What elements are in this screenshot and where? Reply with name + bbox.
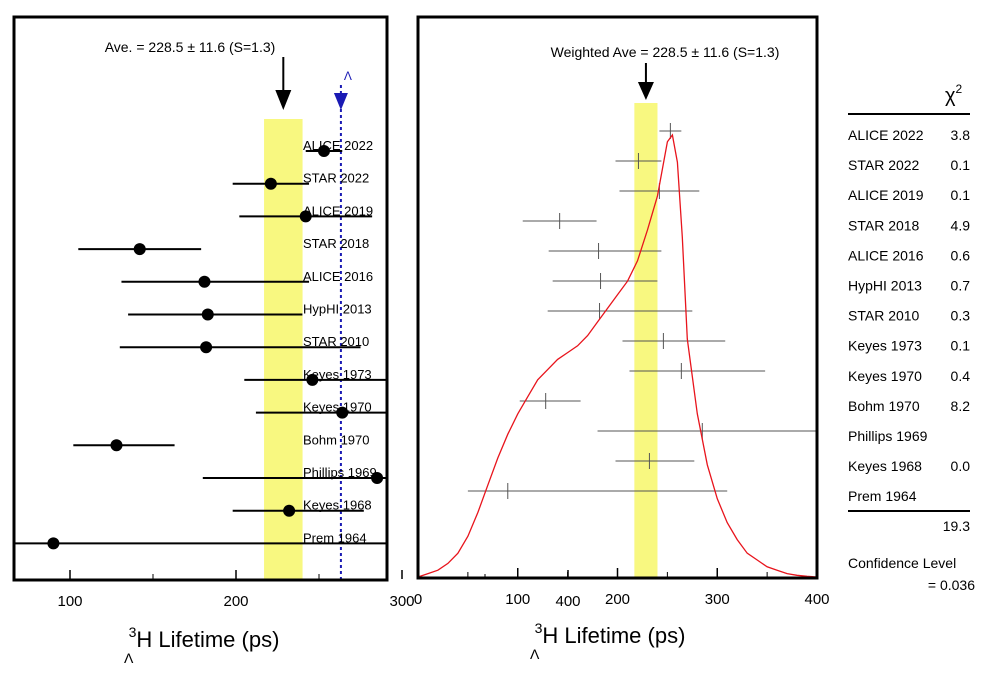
chi2-row-label-1: STAR 2022 (848, 157, 920, 173)
left-frame (12, 15, 389, 582)
point-label-4: ALICE 2016 (303, 269, 373, 284)
weighted-average-annotation: Weighted Ave = 228.5 ± 11.6 (S=1.3) (551, 44, 780, 60)
ideogram-curve (417, 133, 818, 578)
right-tick-label-400: 400 (804, 591, 829, 608)
chi2-rows: ALICE 2022 3.8 STAR 2022 0.1 ALICE 2019 0.1 ST… (848, 127, 970, 504)
chi2-row-label-2: ALICE 2019 (848, 187, 924, 203)
right-tick-label-0: 0 (414, 591, 422, 608)
chi2-row-label-10: Phillips 1969 (848, 428, 928, 444)
chi2-row-value-8: 0.4 (951, 368, 971, 384)
point-label-11: Keyes 1968 (303, 498, 372, 513)
chi2-total: 19.3 (943, 518, 970, 534)
point-label-12: Prem 1964 (303, 530, 367, 545)
chi2-row-label-7: Keyes 1973 (848, 338, 922, 354)
chi2-header: χ2 (945, 82, 963, 107)
average-arrow-head (275, 90, 292, 110)
right-x-axis-label: 3H Lifetime (ps) (535, 620, 686, 648)
point-label-8: Keyes 1970 (303, 400, 372, 415)
right-x-ticks: 0 100 200 300 400 (414, 568, 830, 608)
chi2-row-label-6: STAR 2010 (848, 308, 920, 324)
point-5 (201, 308, 214, 321)
right-panel: 0 100 200 300 400 Weighted Ave = 228.5 ± 11.… (414, 15, 830, 662)
point-3 (133, 243, 146, 256)
confidence-label: Confidence Level (848, 555, 956, 571)
left-x-axis-label-sub: Λ (124, 650, 134, 666)
measurement-points (14, 145, 387, 550)
chi2-row-value-2: 0.1 (951, 187, 971, 203)
right-x-axis-label-sub: Λ (530, 646, 540, 662)
point-label-1: STAR 2022 (303, 171, 369, 186)
point-label-10: Phillips 1969 (303, 465, 377, 480)
confidence-value: = 0.036 (928, 577, 975, 593)
point-4 (198, 275, 211, 288)
chi2-row-value-3: 4.9 (951, 217, 971, 233)
lambda-marker-label: Λ (344, 69, 352, 83)
chi2-row-label-3: STAR 2018 (848, 217, 920, 233)
chi2-row-value-7: 0.1 (951, 338, 971, 354)
chi2-row-value-11: 0.0 (951, 458, 971, 474)
chi2-row-label-8: Keyes 1970 (848, 368, 922, 384)
point-6 (200, 341, 213, 354)
right-tick-label-100: 100 (505, 591, 530, 608)
measurement-labels: ALICE 2022 STAR 2022 ALICE 2019 STAR 2018 AL… (303, 138, 377, 545)
right-tick-label-200: 200 (605, 591, 630, 608)
chi2-row-value-6: 0.3 (951, 308, 971, 324)
left-tick-label-100: 100 (57, 593, 82, 610)
average-band (264, 119, 303, 579)
chi2-row-label-0: ALICE 2022 (848, 127, 924, 143)
chi2-row-label-11: Keyes 1968 (848, 458, 922, 474)
chi2-table: χ2 ALICE 2022 3.8 STAR 2022 0.1 ALICE 2019 0.… (848, 82, 975, 593)
point-2 (299, 210, 312, 223)
point-label-3: STAR 2018 (303, 236, 369, 251)
point-label-9: Bohm 1970 (303, 432, 370, 447)
point-7 (306, 373, 319, 386)
right-tick-label-300: 300 (705, 591, 730, 608)
chi2-row-value-1: 0.1 (951, 157, 971, 173)
left-panel: ALICE 2022 STAR 2022 ALICE 2019 STAR 2018 AL… (12, 15, 581, 666)
point-label-5: HypHI 2013 (303, 302, 372, 317)
point-11 (283, 504, 296, 517)
left-x-ticks: 100 200 300 400 (57, 570, 581, 610)
ideogram-error-bars (467, 123, 817, 499)
left-tick-label-300: 300 (389, 593, 414, 610)
weighted-average-band (634, 103, 658, 577)
point-label-2: ALICE 2019 (303, 203, 373, 218)
point-10 (371, 472, 384, 484)
left-tick-label-400: 400 (555, 593, 580, 610)
weighted-average-arrow-head (637, 82, 654, 100)
left-x-axis-label: 3H Lifetime (ps) (129, 624, 280, 652)
lambda-marker (333, 93, 348, 110)
chi2-row-label-4: ALICE 2016 (848, 247, 924, 263)
point-label-0: ALICE 2022 (303, 138, 373, 153)
point-9 (110, 439, 123, 452)
point-label-6: STAR 2010 (303, 334, 369, 349)
right-frame (416, 15, 819, 580)
chi2-row-value-5: 0.7 (951, 278, 971, 294)
chi2-row-value-0: 3.8 (951, 127, 971, 143)
point-1 (264, 177, 277, 190)
chi2-row-value-4: 0.6 (951, 247, 971, 263)
point-8 (336, 406, 349, 419)
point-12 (47, 537, 60, 550)
average-annotation: Ave. = 228.5 ± 11.6 (S=1.3) (105, 39, 276, 55)
point-0 (317, 145, 330, 157)
chi2-row-value-9: 8.2 (951, 398, 971, 414)
chi2-row-label-9: Bohm 1970 (848, 398, 920, 414)
chi2-row-label-12: Prem 1964 (848, 488, 917, 504)
left-tick-label-200: 200 (223, 593, 248, 610)
chi2-row-label-5: HypHI 2013 (848, 278, 922, 294)
point-label-7: Keyes 1973 (303, 367, 372, 382)
